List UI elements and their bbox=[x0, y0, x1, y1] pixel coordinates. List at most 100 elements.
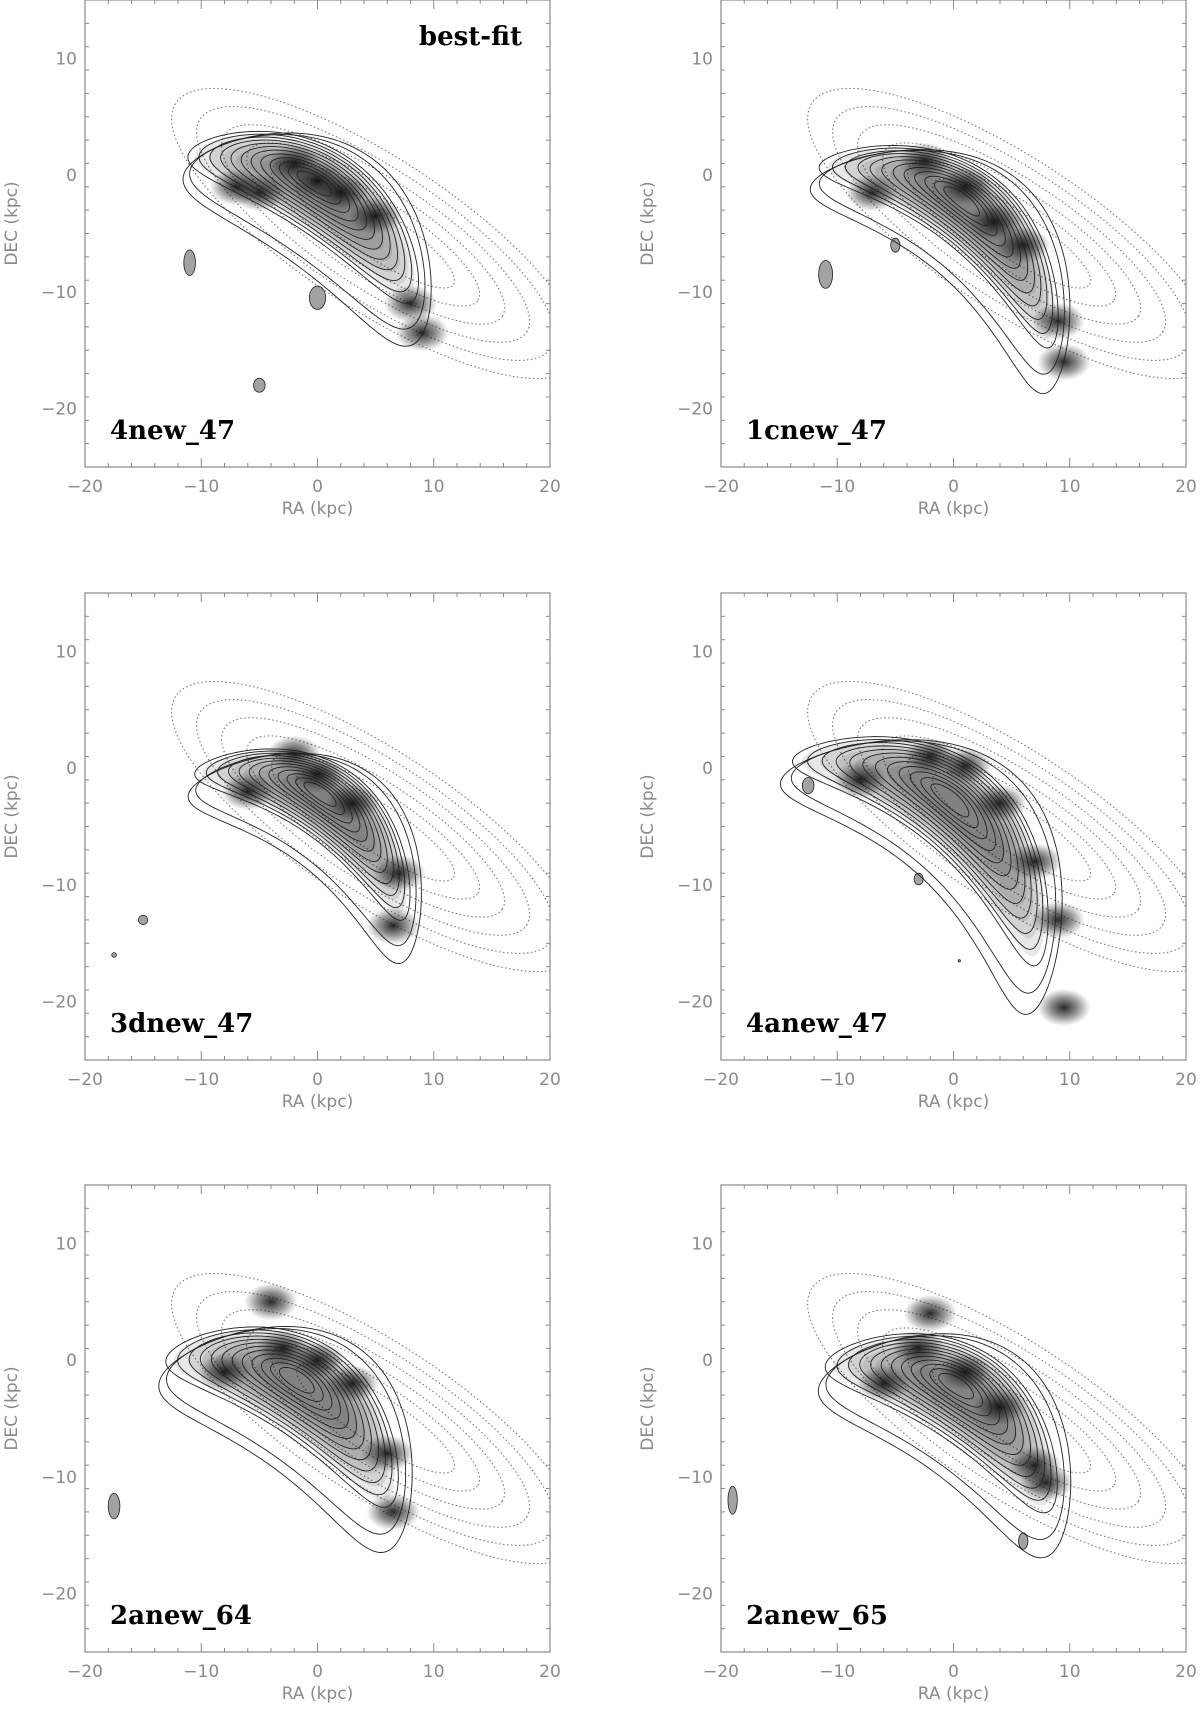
solid-contour bbox=[177, 1329, 393, 1496]
density-blob bbox=[138, 914, 149, 925]
x-tick-label: −10 bbox=[819, 1662, 855, 1682]
y-axis-label: DEC (kpc) bbox=[2, 1366, 22, 1450]
solid-contour bbox=[188, 1332, 386, 1484]
panel-3dnew_47: −20 −10 0 10 20 10 0 −10 −20 RA (kpc) DEC (kpc) 3dn… bbox=[2, 592, 561, 1112]
solid-contour bbox=[832, 147, 1054, 334]
y-tick-label: −10 bbox=[41, 1468, 77, 1488]
solid-contour bbox=[938, 1372, 974, 1400]
density-knot bbox=[366, 1493, 420, 1531]
x-tick-label: −10 bbox=[183, 1070, 219, 1090]
density-blob bbox=[801, 777, 815, 795]
density-knot bbox=[903, 1294, 957, 1333]
solid-contour bbox=[205, 750, 406, 909]
solid-contour bbox=[195, 753, 417, 947]
x-tick-label: 20 bbox=[1175, 1662, 1197, 1682]
solid-contour bbox=[920, 1363, 992, 1417]
x-tick-label: −20 bbox=[703, 1070, 739, 1090]
solid-contour bbox=[943, 186, 980, 217]
x-tick-label: −10 bbox=[819, 1070, 855, 1090]
density-knot bbox=[1037, 988, 1091, 1027]
density-blob bbox=[957, 959, 961, 963]
panel-label: 2anew_64 bbox=[110, 1601, 252, 1631]
density-blob bbox=[253, 377, 266, 393]
panel-4new_47: −20 −10 0 10 20 10 0 −10 −20 RA (kpc) DEC (kpc) 4ne… bbox=[2, 0, 561, 519]
solid-contour bbox=[158, 1326, 413, 1553]
solid-contour bbox=[892, 163, 1022, 269]
y-tick-label: −20 bbox=[677, 400, 713, 420]
x-tick-label: 20 bbox=[539, 477, 561, 497]
y-axis-label: DEC (kpc) bbox=[2, 181, 22, 265]
plot-area bbox=[107, 1272, 550, 1565]
x-axis-label: RA (kpc) bbox=[282, 1684, 353, 1704]
solid-contour bbox=[220, 139, 399, 271]
solid-contour bbox=[250, 149, 376, 240]
x-axis-label: RA (kpc) bbox=[918, 1092, 989, 1112]
y-tick-label: 0 bbox=[702, 759, 713, 779]
solid-contour bbox=[887, 761, 1004, 864]
y-axis-label: DEC (kpc) bbox=[638, 774, 658, 858]
solid-contour bbox=[898, 766, 996, 851]
solid-contour bbox=[165, 1326, 399, 1508]
density-blob bbox=[727, 1485, 738, 1515]
plot-area bbox=[111, 680, 550, 973]
solid-contour bbox=[910, 1359, 1001, 1426]
density-blob bbox=[183, 249, 196, 276]
solid-contour bbox=[217, 752, 400, 896]
density-layer bbox=[235, 148, 393, 262]
solid-contour bbox=[228, 755, 394, 885]
solid-contour bbox=[248, 760, 382, 863]
density-knot bbox=[244, 1283, 298, 1321]
x-axis-label: RA (kpc) bbox=[918, 1684, 989, 1704]
solid-contour bbox=[914, 171, 1006, 247]
plot-area bbox=[807, 87, 1186, 395]
x-tick-label: 10 bbox=[423, 1070, 445, 1090]
density-knot bbox=[1008, 842, 1062, 881]
y-tick-label: 0 bbox=[702, 166, 713, 186]
y-tick-label: 0 bbox=[702, 1351, 713, 1371]
x-tick-label: −20 bbox=[67, 1662, 103, 1682]
dotted-contour bbox=[246, 735, 506, 918]
y-tick-label: −20 bbox=[41, 1585, 77, 1605]
solid-contour bbox=[251, 1353, 341, 1420]
solid-contour bbox=[221, 1342, 365, 1450]
solid-contour bbox=[258, 763, 375, 852]
density-knot bbox=[325, 1364, 380, 1403]
density-knot bbox=[845, 173, 899, 212]
y-axis-label: DEC (kpc) bbox=[638, 181, 658, 265]
solid-contour bbox=[848, 1339, 1045, 1489]
density-knot bbox=[209, 168, 263, 206]
density-layer bbox=[888, 1356, 1025, 1456]
solid-contour bbox=[924, 175, 998, 236]
solid-contour bbox=[903, 166, 1014, 258]
dotted-contour bbox=[171, 1272, 550, 1565]
density-knot bbox=[366, 907, 420, 945]
solid-contour bbox=[809, 149, 1071, 395]
density-knot bbox=[360, 1434, 414, 1473]
solid-contour bbox=[230, 142, 391, 260]
solid-contour bbox=[189, 134, 426, 330]
x-tick-label: −20 bbox=[67, 477, 103, 497]
solid-contour bbox=[198, 133, 413, 293]
solid-contour bbox=[817, 1333, 1072, 1559]
solid-contour bbox=[238, 757, 388, 873]
dotted-contour bbox=[932, 178, 1092, 289]
solid-contour bbox=[836, 1336, 1052, 1501]
y-tick-label: 0 bbox=[66, 759, 77, 779]
x-tick-label: 20 bbox=[539, 1662, 561, 1682]
solid-contour bbox=[824, 1333, 1058, 1514]
solid-contour bbox=[278, 1367, 315, 1394]
x-tick-label: −20 bbox=[703, 1662, 739, 1682]
y-tick-label: 10 bbox=[691, 49, 713, 69]
y-tick-label: −20 bbox=[41, 400, 77, 420]
y-tick-label: 0 bbox=[66, 166, 77, 186]
solid-contour bbox=[296, 170, 333, 197]
solid-contour bbox=[818, 149, 1065, 375]
solid-contour bbox=[270, 1362, 324, 1402]
density-blob bbox=[818, 259, 834, 289]
solid-contour bbox=[277, 769, 361, 833]
panel-1cnew_47: −20 −10 0 10 20 10 0 −10 −20 RA (kpc) DEC (kpc) 1cn… bbox=[638, 0, 1197, 519]
x-tick-label: 10 bbox=[1059, 1662, 1081, 1682]
solid-contour bbox=[880, 1348, 1024, 1455]
panel-4anew_47: −20 −10 0 10 20 10 0 −10 −20 RA (kpc) DEC (kpc) 4an… bbox=[638, 592, 1197, 1112]
